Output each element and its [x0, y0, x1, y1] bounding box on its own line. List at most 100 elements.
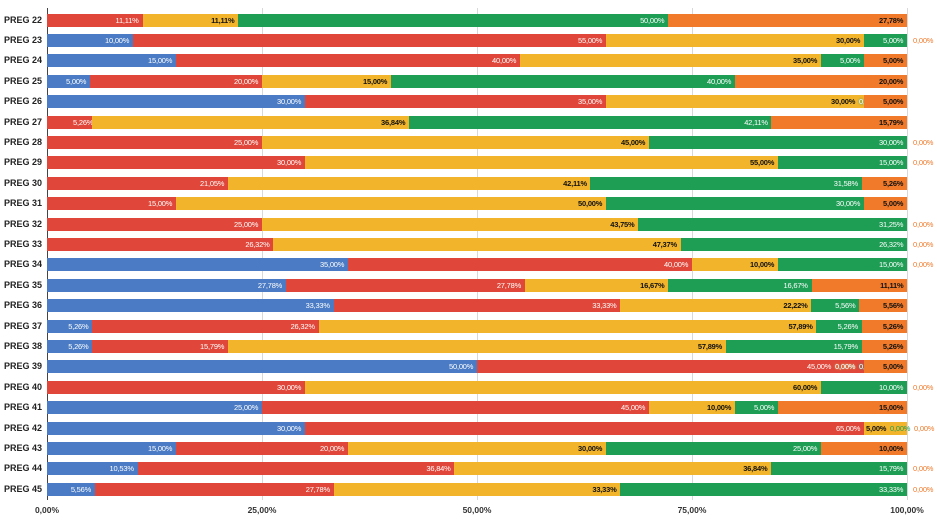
category-label: PREG 26	[4, 96, 43, 107]
category-label: PREG 22	[4, 14, 43, 25]
data-label: 0,00%	[913, 382, 934, 392]
bar-segment	[477, 360, 864, 374]
data-label: 20,00%	[320, 443, 345, 453]
bar-segment	[821, 380, 907, 394]
bar-segment	[273, 237, 681, 251]
data-label: 5,00%	[66, 76, 87, 86]
category-label: PREG 35	[4, 279, 43, 290]
category-label: PREG 43	[4, 442, 43, 453]
x-tick-label: 25,00%	[247, 505, 277, 515]
bar-segment	[47, 156, 305, 170]
bar-segment	[94, 482, 334, 496]
bar-segment	[524, 278, 669, 292]
data-label: 10,00%	[750, 260, 775, 270]
data-label: 45,00%	[621, 137, 646, 147]
data-label: 10,00%	[879, 382, 904, 392]
bar-segment	[864, 54, 907, 68]
data-label: 33,33%	[592, 484, 617, 494]
data-label: 57,89%	[788, 321, 813, 331]
bar-segment	[47, 176, 229, 190]
data-label: 30,00%	[277, 158, 302, 168]
bar-segment	[90, 74, 262, 88]
data-label: 42,11%	[563, 178, 587, 188]
bar-segment	[262, 135, 649, 149]
bar-segment	[590, 176, 862, 190]
bar-segment	[47, 299, 334, 313]
data-label: 15,79%	[879, 117, 904, 127]
data-label: 0,00%	[913, 464, 934, 474]
bar-segment	[47, 197, 176, 211]
data-label: 5,56%	[883, 301, 904, 311]
bar-segment	[47, 237, 274, 251]
data-label: 0,00%	[835, 362, 856, 372]
data-label: 30,00%	[277, 97, 302, 107]
bar-segment	[228, 176, 591, 190]
category-label: PREG 25	[4, 75, 43, 86]
data-label: 0,00%	[890, 423, 911, 433]
category-label: PREG 24	[4, 55, 43, 66]
data-label: 40,00%	[492, 56, 517, 66]
category-label: PREG 36	[4, 300, 43, 311]
data-label: 15,00%	[879, 403, 904, 413]
bar-segment	[333, 482, 621, 496]
data-label: 35,00%	[578, 97, 603, 107]
data-label: 30,00%	[836, 35, 861, 45]
bar-segment	[391, 74, 735, 88]
data-label: 40,00%	[664, 260, 689, 270]
data-label: 5,00%	[866, 423, 887, 433]
category-label: PREG 34	[4, 259, 43, 270]
bar-segment	[861, 176, 907, 190]
bar-segment	[47, 95, 305, 109]
data-label: 5,00%	[754, 403, 775, 413]
data-label: 5,00%	[883, 97, 904, 107]
bar-segment	[864, 360, 907, 374]
data-label: 15,00%	[148, 443, 173, 453]
category-label: PREG 45	[4, 483, 43, 494]
data-label: 16,67%	[783, 280, 808, 290]
bar-segment	[680, 237, 908, 251]
data-label: 5,56%	[70, 484, 92, 494]
gridline	[907, 8, 908, 500]
data-label: 0,00%	[913, 260, 934, 270]
data-label: 26,32%	[245, 239, 270, 249]
category-label: PREG 32	[4, 218, 43, 229]
data-label: 15,00%	[879, 260, 904, 270]
data-label: 15,00%	[148, 199, 173, 209]
bar-segment	[47, 33, 133, 47]
data-label: 36,84%	[426, 464, 451, 474]
bar-segment	[285, 278, 525, 292]
category-label: PREG 40	[4, 381, 43, 392]
data-label: 30,00%	[879, 137, 904, 147]
data-label: 42,11%	[744, 117, 768, 127]
bar-segment	[47, 54, 176, 68]
bar-segment	[649, 401, 735, 415]
data-label: 22,22%	[783, 301, 808, 311]
data-label: 27,78%	[496, 280, 522, 290]
data-label: 0,00%	[913, 219, 934, 229]
bar-segment	[92, 319, 319, 333]
x-tick-label: 50,00%	[462, 505, 492, 515]
data-label: 5,56%	[835, 301, 856, 311]
data-label: 15,79%	[879, 464, 904, 474]
bar-segment	[262, 401, 649, 415]
bar-segment	[238, 13, 669, 27]
data-label: 5,26%	[68, 321, 89, 331]
bar-segment	[864, 33, 907, 47]
data-label: 47,37%	[652, 239, 677, 249]
data-label: 50,00%	[449, 362, 474, 372]
bar-segment	[262, 74, 391, 88]
bar-segment	[861, 319, 907, 333]
bar-segment	[47, 319, 93, 333]
data-label: 45,00%	[807, 362, 832, 372]
data-label: 65,00%	[836, 423, 861, 433]
data-label: 26,32%	[879, 239, 904, 249]
bar-segment	[47, 115, 93, 129]
bar-segment	[47, 217, 262, 231]
data-label: 27,78%	[305, 484, 330, 494]
data-label: 11,11%	[880, 280, 904, 290]
data-label: 15,79%	[833, 341, 858, 351]
data-label: 5,26%	[882, 341, 904, 351]
category-label: PREG 28	[4, 136, 43, 147]
data-label: 0,00%	[913, 484, 934, 494]
